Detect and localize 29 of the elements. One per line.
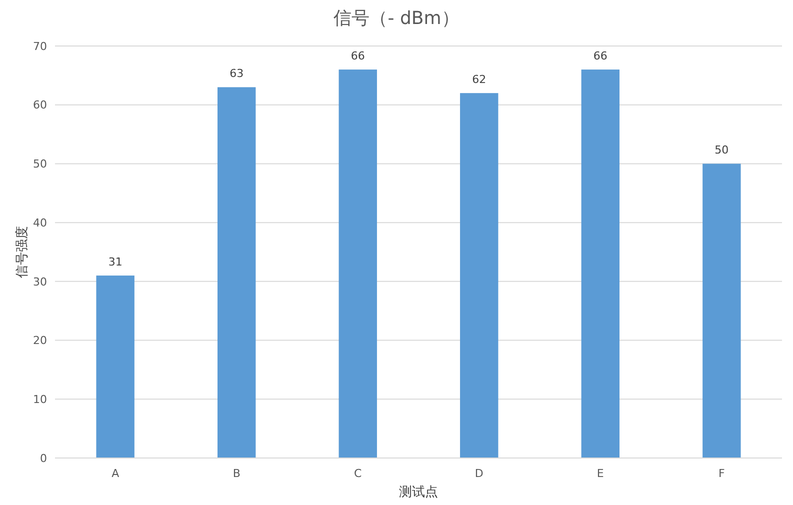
x-axis-title: 测试点 — [399, 485, 438, 500]
y-axis-title: 信号强度 — [14, 226, 30, 278]
x-tick-label: A — [112, 467, 120, 480]
bar — [96, 276, 134, 458]
y-tick-label: 50 — [33, 158, 47, 171]
bar — [338, 70, 377, 458]
x-tick-label: C — [354, 467, 362, 480]
x-tick-label: E — [596, 467, 604, 480]
bar — [581, 70, 620, 458]
data-label: 66 — [593, 50, 608, 63]
x-tick-label: D — [474, 467, 484, 480]
data-label: 62 — [472, 73, 486, 86]
y-tick-label: 40 — [33, 216, 47, 230]
x-tick-label: B — [232, 467, 240, 480]
bar — [218, 87, 256, 458]
data-label: 50 — [714, 144, 729, 157]
bar — [702, 164, 741, 458]
x-tick-label: F — [718, 467, 725, 480]
data-label: 66 — [350, 50, 365, 63]
y-tick-label: 0 — [40, 452, 47, 465]
chart-title: 信号（- dBm） — [334, 8, 460, 29]
data-label: 31 — [108, 256, 122, 269]
y-tick-label: 20 — [33, 334, 47, 348]
bar — [460, 93, 498, 458]
y-tick-label: 10 — [33, 392, 47, 406]
y-tick-label: 60 — [33, 98, 47, 112]
data-label: 63 — [230, 67, 244, 80]
y-tick-label: 30 — [33, 275, 47, 288]
y-tick-label: 70 — [33, 40, 47, 53]
